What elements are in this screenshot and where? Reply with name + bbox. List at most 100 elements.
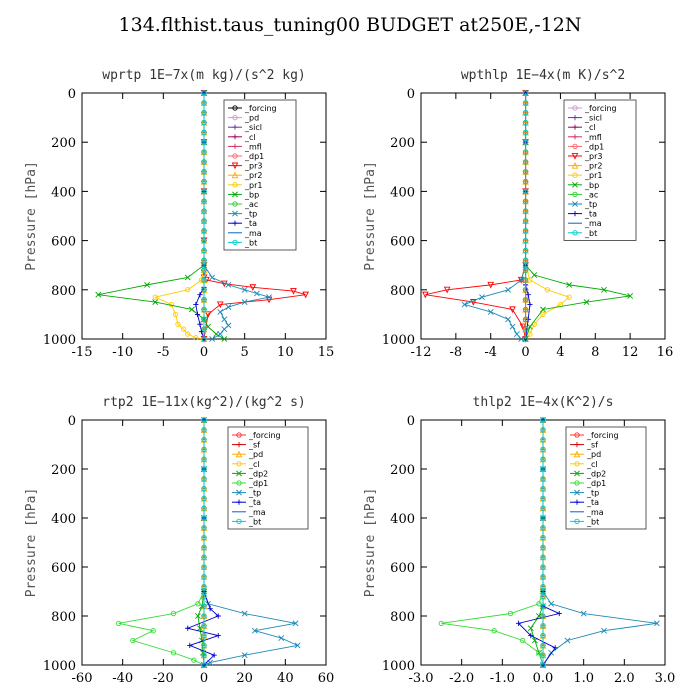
data-point	[540, 495, 546, 502]
data-point	[527, 301, 533, 308]
data-point	[201, 287, 207, 293]
plot-3: rtp2 1E−11x(kg^2)/(kg^2 s) Pressure [hPa]…	[24, 395, 334, 686]
data-point	[522, 228, 529, 234]
data-point	[207, 606, 213, 612]
legend-marker	[571, 152, 579, 160]
legend-label: _ta	[586, 498, 599, 507]
legend-marker	[231, 171, 239, 179]
legend: _forcing_sicl_cl_mfl_dp1_pr3_pr2_pr1_bp_…	[563, 99, 637, 241]
x-tick-label: 10	[277, 345, 294, 360]
y-tick-label: 400	[390, 185, 415, 200]
legend-label: _pr2	[584, 162, 602, 171]
y-tick-label: 400	[51, 512, 76, 527]
data-point	[522, 159, 529, 165]
data-point	[540, 427, 546, 433]
data-point	[294, 642, 301, 649]
legend-label: _pd	[244, 114, 259, 123]
legend-label: _bt	[244, 238, 257, 247]
data-point	[522, 287, 529, 293]
data-point	[201, 632, 207, 639]
data-point	[540, 574, 546, 580]
legend-marker	[232, 153, 238, 159]
data-point	[540, 603, 546, 609]
legend-label: _pr3	[584, 152, 602, 161]
data-point	[491, 628, 497, 634]
x-tick-label: -2.0	[449, 671, 474, 686]
legend-marker	[574, 432, 580, 438]
x-tick-label: -8	[450, 345, 463, 360]
y-tick-label: 200	[390, 463, 415, 478]
data-point	[540, 564, 546, 570]
data-point	[152, 299, 159, 306]
x-tick-label: -60	[72, 671, 93, 686]
y-tick-label: 0	[407, 87, 415, 102]
legend-marker	[232, 220, 238, 226]
series-line	[118, 420, 205, 666]
data-point	[540, 456, 546, 462]
legend-marker	[236, 480, 242, 486]
legend-marker	[571, 161, 579, 169]
legend-label: _cl	[244, 133, 256, 142]
data-point	[201, 316, 207, 322]
data-point	[516, 620, 522, 626]
y-tick-label: 0	[68, 87, 76, 102]
data-point	[225, 281, 232, 288]
data-point	[241, 610, 248, 617]
data-point	[197, 292, 203, 298]
data-point	[540, 593, 546, 600]
legend-label: _ac	[584, 190, 598, 199]
data-point	[209, 274, 216, 281]
data-point	[241, 299, 248, 306]
data-point	[540, 476, 546, 482]
y-tick-label: 200	[390, 136, 415, 151]
data-point	[209, 336, 216, 342]
legend-label: _ta	[584, 210, 597, 219]
series-line	[441, 420, 544, 666]
data-point	[201, 198, 207, 204]
x-tick-label: -4	[484, 345, 497, 360]
data-point	[201, 257, 207, 263]
data-point	[201, 139, 207, 145]
y-axis-title: Pressure [hPa]	[24, 488, 39, 598]
data-point	[185, 287, 191, 293]
legend-marker	[232, 210, 238, 217]
data-point	[528, 633, 534, 639]
data-point	[170, 650, 177, 656]
x-tick-label: 0	[521, 345, 529, 360]
series-bt	[540, 417, 546, 668]
data-point	[540, 306, 546, 313]
data-point	[522, 257, 529, 263]
x-tick-label: 20	[236, 671, 253, 686]
data-point	[201, 336, 207, 342]
y-tick-label: 800	[51, 610, 76, 625]
data-point	[540, 505, 546, 511]
legend-label: _ta	[248, 498, 261, 507]
data-point	[201, 603, 207, 609]
legend-marker	[231, 162, 239, 170]
data-point	[540, 534, 546, 541]
data-point	[513, 331, 520, 337]
legend-marker	[232, 201, 238, 207]
x-tick-label: 0	[200, 671, 208, 686]
legend: _forcing_sf_pd_cl_dp2_dp1_tp_ta_ma_bt	[227, 426, 309, 530]
data-point	[197, 321, 203, 327]
data-point	[193, 301, 199, 308]
data-point	[517, 276, 525, 284]
data-point	[556, 610, 562, 617]
plot-4: thlp2 1E−4x(K^2)/s Pressure [hPa] 0 200 400 6…	[363, 395, 675, 686]
data-point	[507, 610, 514, 617]
legend-marker	[236, 470, 242, 477]
legend-marker	[572, 201, 578, 207]
legend-marker	[572, 172, 578, 178]
data-point	[152, 294, 158, 300]
data-point	[191, 657, 197, 663]
data-point	[505, 286, 512, 293]
legend-label: _tp	[586, 489, 599, 498]
data-point	[216, 301, 224, 309]
data-point	[522, 178, 529, 185]
legend-label: _pr2	[244, 171, 262, 180]
legend-label: _ma	[244, 229, 262, 238]
data-point	[201, 178, 207, 185]
data-point	[201, 466, 207, 472]
x-tick-label: 1.0	[573, 671, 594, 686]
